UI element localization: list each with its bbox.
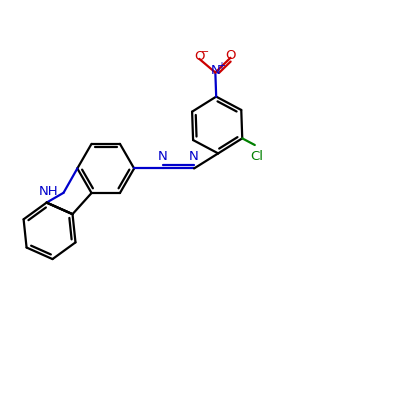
Text: Cl: Cl bbox=[250, 150, 263, 163]
Text: N: N bbox=[189, 150, 199, 163]
Text: N: N bbox=[210, 64, 220, 77]
Text: +: + bbox=[217, 61, 225, 71]
Text: −: − bbox=[201, 47, 209, 57]
Text: N: N bbox=[158, 150, 168, 163]
Text: O: O bbox=[225, 49, 236, 62]
Text: NH: NH bbox=[39, 185, 59, 198]
Text: O: O bbox=[194, 50, 204, 63]
